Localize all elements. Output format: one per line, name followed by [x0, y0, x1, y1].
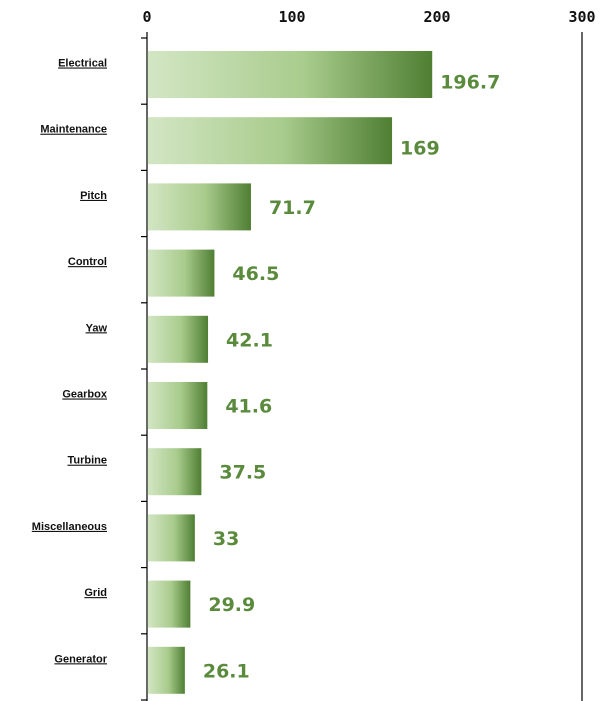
bar-value-label: 169: [400, 138, 440, 160]
bar-value-label: 41.6: [225, 396, 272, 418]
bar: [147, 51, 433, 98]
bar: [147, 646, 185, 694]
x-tick-label: 200: [423, 8, 450, 26]
y-category-label: Gearbox: [62, 389, 108, 401]
bar-value-label: 29.9: [208, 594, 255, 616]
y-category-label: Control: [68, 256, 107, 268]
y-category-label: Yaw: [86, 322, 108, 334]
y-category-label: Generator: [54, 653, 107, 665]
y-axis: Electrical Maintenance Pitch Control Yaw Gear…: [32, 32, 148, 701]
bar: [147, 448, 202, 496]
bar-value-label: 37.5: [219, 462, 266, 484]
bar: [147, 580, 191, 628]
y-category-label: Turbine: [67, 455, 107, 467]
bar-value-label: 33: [213, 528, 239, 550]
bar: [147, 382, 208, 429]
bar: [147, 183, 251, 231]
x-tick-label: 0: [142, 8, 151, 26]
bar-value-label: 196.7: [440, 72, 500, 94]
bar: [147, 249, 215, 297]
x-axis: 0 100 200 300: [142, 8, 595, 26]
y-category-label: Maintenance: [40, 124, 107, 136]
y-category-label: Pitch: [80, 190, 107, 202]
bar: [147, 117, 393, 165]
bar-value-label: 26.1: [203, 660, 250, 682]
y-category-label: Miscellaneous: [32, 521, 107, 533]
y-category-label: Grid: [84, 587, 107, 599]
y-category-label: Electrical: [58, 58, 107, 70]
x-tick-label: 300: [568, 8, 595, 26]
bar-value-label: 46.5: [232, 263, 279, 285]
bar-value-label: 71.7: [269, 197, 316, 219]
bar: [147, 514, 195, 562]
x-tick-label: 100: [278, 8, 305, 26]
bar-value-label: 42.1: [226, 329, 273, 351]
bars: 196.7 169 71.7 46.5 42.1 41.6 37.5 33 29.9 26.1: [147, 51, 500, 694]
bar: [147, 315, 209, 363]
